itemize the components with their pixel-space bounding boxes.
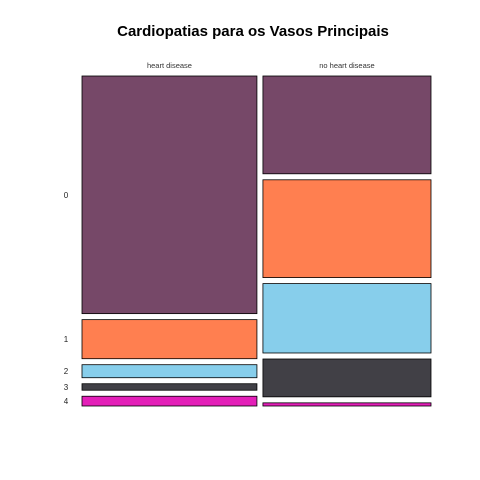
column-label: heart disease bbox=[147, 61, 192, 70]
column-labels: heart disease no heart disease bbox=[147, 61, 375, 70]
row-label: 2 bbox=[64, 367, 69, 376]
row-label: 3 bbox=[64, 383, 69, 392]
mosaic-tile bbox=[262, 358, 432, 398]
mosaic-tile bbox=[262, 75, 432, 175]
chart-title: Cardiopatias para os Vasos Principais bbox=[117, 23, 389, 40]
mosaic-tile bbox=[262, 402, 432, 407]
row-label: 4 bbox=[64, 397, 69, 406]
mosaic-tile bbox=[81, 395, 258, 407]
mosaic-tile bbox=[81, 364, 258, 379]
row-label: 0 bbox=[64, 191, 69, 200]
mosaic-tile bbox=[81, 383, 258, 391]
mosaic-tile bbox=[262, 179, 432, 278]
column-label: no heart disease bbox=[319, 61, 374, 70]
mosaic-tile bbox=[81, 319, 258, 360]
row-labels: 0 1 2 3 4 bbox=[64, 191, 69, 406]
mosaic-tile bbox=[262, 283, 432, 354]
row-label: 1 bbox=[64, 335, 69, 344]
mosaic-tile bbox=[81, 75, 258, 315]
mosaic-tiles bbox=[81, 75, 432, 407]
